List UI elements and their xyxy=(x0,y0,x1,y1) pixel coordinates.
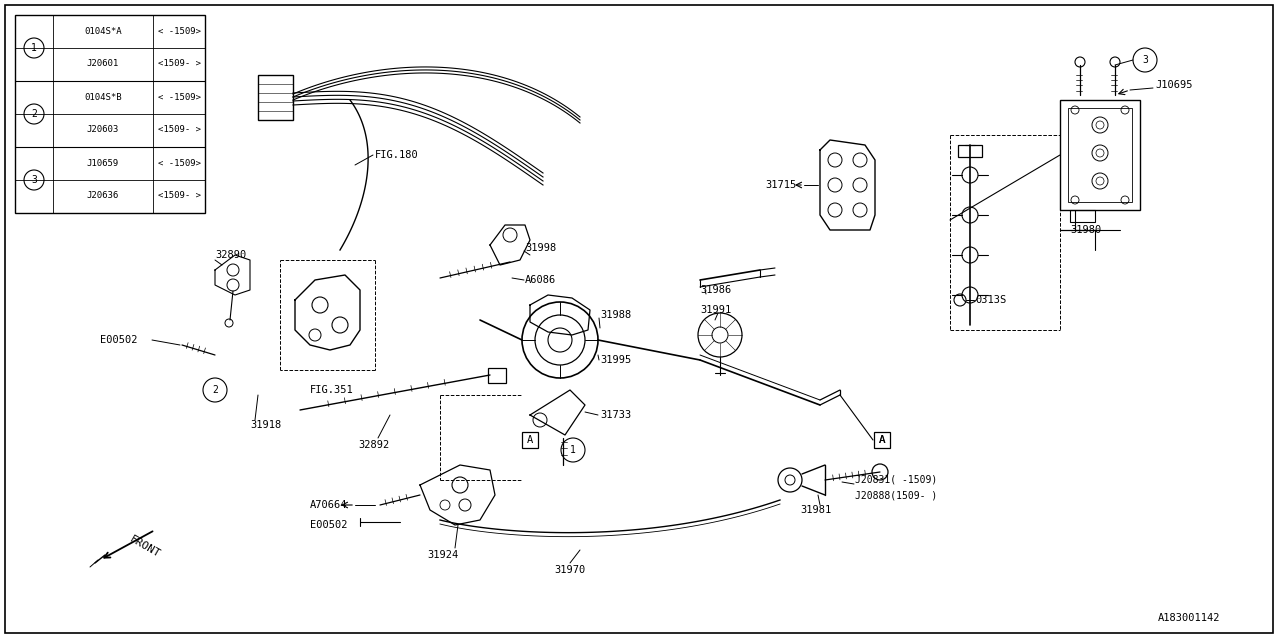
Bar xyxy=(259,75,293,120)
Text: 31998: 31998 xyxy=(525,243,557,253)
Circle shape xyxy=(1096,121,1103,129)
Text: J20888(1509- ): J20888(1509- ) xyxy=(855,491,937,501)
Text: 3: 3 xyxy=(1142,55,1148,65)
Bar xyxy=(1068,108,1132,202)
Text: 0104S*B: 0104S*B xyxy=(84,93,122,102)
Circle shape xyxy=(1096,149,1103,157)
Text: < -1509>: < -1509> xyxy=(157,159,201,168)
Text: J20636: J20636 xyxy=(87,191,119,200)
Text: 31924: 31924 xyxy=(428,550,458,560)
Text: E00502: E00502 xyxy=(310,520,347,530)
Text: 31995: 31995 xyxy=(600,355,631,365)
Text: 2: 2 xyxy=(212,385,218,395)
Text: 31986: 31986 xyxy=(700,285,731,295)
Text: 32892: 32892 xyxy=(358,440,389,450)
Text: 2: 2 xyxy=(31,109,37,119)
Text: <1509- >: <1509- > xyxy=(157,60,201,68)
Text: 31970: 31970 xyxy=(554,565,586,575)
Text: J20601: J20601 xyxy=(87,60,119,68)
Bar xyxy=(957,145,982,157)
Text: FRONT: FRONT xyxy=(128,534,161,559)
Text: 31980: 31980 xyxy=(1070,225,1101,235)
Text: 1: 1 xyxy=(31,43,37,53)
Text: 31733: 31733 xyxy=(600,410,631,420)
Text: 31981: 31981 xyxy=(800,505,831,515)
Text: FIG.351: FIG.351 xyxy=(310,385,353,395)
Text: <1509- >: <1509- > xyxy=(157,125,201,134)
Bar xyxy=(15,15,205,213)
Text: < -1509>: < -1509> xyxy=(157,93,201,102)
Text: 31988: 31988 xyxy=(600,310,631,320)
Text: A183001142: A183001142 xyxy=(1157,613,1220,623)
Bar xyxy=(1070,210,1094,222)
Text: 31715: 31715 xyxy=(765,180,796,190)
Circle shape xyxy=(1096,177,1103,185)
Bar xyxy=(522,432,538,448)
Text: A6086: A6086 xyxy=(525,275,557,285)
Text: A: A xyxy=(878,435,886,445)
Text: 3: 3 xyxy=(31,175,37,185)
Text: 1: 1 xyxy=(570,445,576,455)
Text: A70664: A70664 xyxy=(310,500,347,510)
Text: FIG.180: FIG.180 xyxy=(375,150,419,160)
Text: J20603: J20603 xyxy=(87,125,119,134)
Bar xyxy=(874,432,890,448)
Text: J10659: J10659 xyxy=(87,159,119,168)
Text: < -1509>: < -1509> xyxy=(157,26,201,35)
Text: J20831( -1509): J20831( -1509) xyxy=(855,475,937,485)
Bar xyxy=(488,368,506,383)
Text: 31991: 31991 xyxy=(700,305,731,315)
Text: <1509- >: <1509- > xyxy=(157,191,201,200)
Text: 0104S*A: 0104S*A xyxy=(84,26,122,35)
Text: 31918: 31918 xyxy=(250,420,282,430)
Text: A: A xyxy=(879,435,886,445)
Text: 0313S: 0313S xyxy=(975,295,1006,305)
Bar xyxy=(1060,100,1140,210)
Text: J10695: J10695 xyxy=(1155,80,1193,90)
Text: E00502: E00502 xyxy=(100,335,137,345)
Text: A: A xyxy=(527,435,534,445)
Text: 32890: 32890 xyxy=(215,250,246,260)
